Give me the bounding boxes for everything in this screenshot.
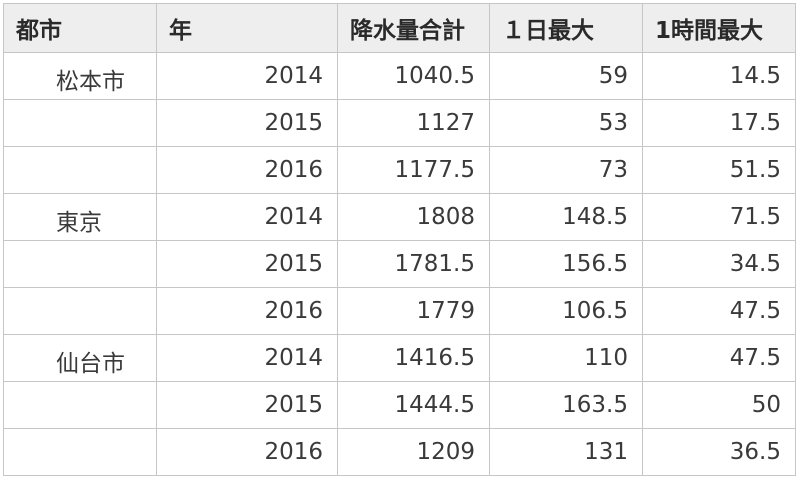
cell-total: 1177.5 [337,146,490,194]
table-row: 松本市 2014 1040.5 59 14.5 [3,52,796,100]
cell-city [3,287,157,335]
cell-city [3,146,157,194]
header-daily-max: １日最大 [489,3,643,53]
table-row: 2015 1444.5 163.5 50 [3,381,796,429]
cell-day-max: 110 [489,334,643,382]
cell-day-max: 53 [489,99,643,147]
cell-day-max: 73 [489,146,643,194]
cell-total: 1040.5 [337,52,490,100]
header-total-precipitation: 降水量合計 [337,3,490,53]
cell-city [3,99,157,147]
cell-city [3,240,157,288]
cell-day-max: 131 [489,428,643,476]
table-row: 2016 1209 131 36.5 [3,428,796,476]
cell-city [3,381,157,429]
cell-hour-max: 51.5 [642,146,796,194]
cell-year: 2015 [156,381,338,429]
table-row: 東京 2014 1808 148.5 71.5 [3,193,796,241]
cell-total: 1127 [337,99,490,147]
cell-hour-max: 71.5 [642,193,796,241]
header-year: 年 [156,3,338,53]
cell-year: 2015 [156,240,338,288]
cell-day-max: 106.5 [489,287,643,335]
cell-hour-max: 17.5 [642,99,796,147]
cell-total: 1416.5 [337,334,490,382]
cell-day-max: 148.5 [489,193,643,241]
cell-day-max: 156.5 [489,240,643,288]
cell-year: 2014 [156,334,338,382]
cell-year: 2014 [156,52,338,100]
cell-hour-max: 47.5 [642,287,796,335]
cell-city: 松本市 [3,52,157,100]
cell-year: 2016 [156,428,338,476]
table-row: 仙台市 2014 1416.5 110 47.5 [3,334,796,382]
cell-city [3,428,157,476]
cell-day-max: 59 [489,52,643,100]
cell-year: 2014 [156,193,338,241]
cell-hour-max: 14.5 [642,52,796,100]
cell-day-max: 163.5 [489,381,643,429]
header-city: 都市 [3,3,157,53]
cell-city: 仙台市 [3,334,157,382]
cell-total: 1781.5 [337,240,490,288]
table-row: 2016 1779 106.5 47.5 [3,287,796,335]
cell-total: 1209 [337,428,490,476]
header-hourly-max: 1時間最大 [642,3,796,53]
rainfall-table: 都市 年 降水量合計 １日最大 1時間最大 松本市 2014 1040.5 59… [3,3,796,476]
table-row: 2016 1177.5 73 51.5 [3,146,796,194]
cell-hour-max: 47.5 [642,334,796,382]
cell-hour-max: 34.5 [642,240,796,288]
cell-hour-max: 36.5 [642,428,796,476]
table-row: 2015 1127 53 17.5 [3,99,796,147]
cell-year: 2015 [156,99,338,147]
cell-hour-max: 50 [642,381,796,429]
cell-total: 1444.5 [337,381,490,429]
cell-city: 東京 [3,193,157,241]
table-row: 2015 1781.5 156.5 34.5 [3,240,796,288]
cell-total: 1779 [337,287,490,335]
table-header-row: 都市 年 降水量合計 １日最大 1時間最大 [3,3,796,53]
rainfall-table-container: 都市 年 降水量合計 １日最大 1時間最大 松本市 2014 1040.5 59… [3,3,796,476]
cell-year: 2016 [156,146,338,194]
cell-total: 1808 [337,193,490,241]
cell-year: 2016 [156,287,338,335]
